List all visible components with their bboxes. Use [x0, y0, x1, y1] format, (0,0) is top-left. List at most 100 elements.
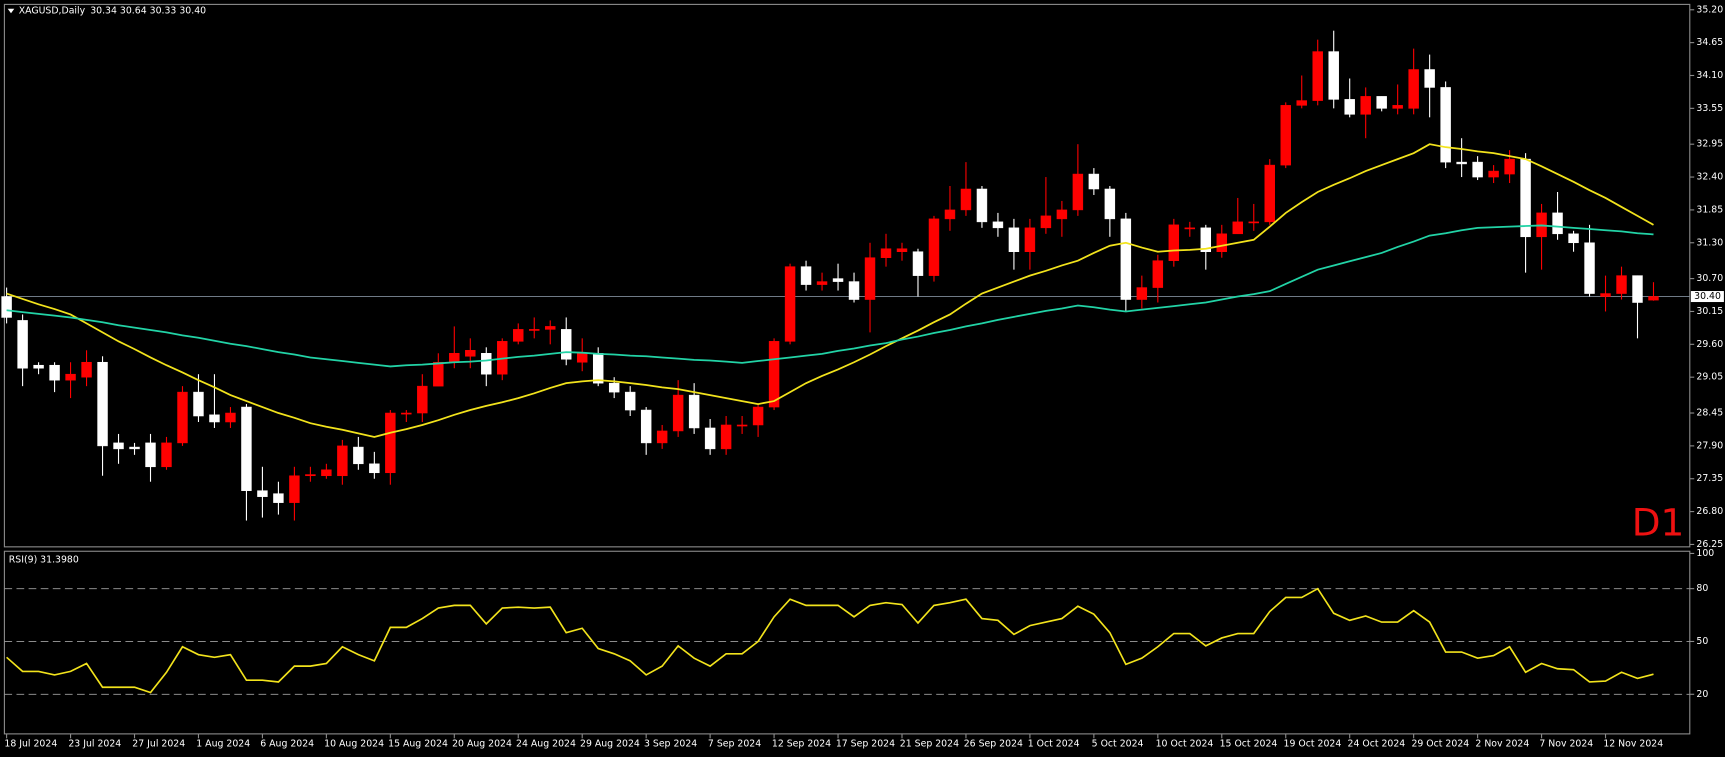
y-tick-label: 100 — [1696, 548, 1714, 559]
candle-body — [65, 373, 76, 381]
candle-body — [1360, 96, 1371, 115]
menu-arrow[interactable] — [7, 8, 15, 14]
candle-body — [1616, 275, 1627, 294]
x-tick-label: 15 Oct 2024 — [1220, 738, 1278, 749]
candle-body — [33, 364, 44, 369]
x-tick-label: 15 Aug 2024 — [388, 738, 448, 749]
y-tick-label: 31.85 — [1696, 204, 1723, 215]
candle-body — [800, 266, 812, 285]
x-tick-label: 6 Aug 2024 — [260, 738, 314, 749]
candle-body — [1472, 161, 1483, 178]
y-tick-label: 34.10 — [1696, 70, 1723, 81]
candle-body — [529, 329, 540, 331]
x-tick-label: 27 Jul 2024 — [132, 738, 185, 749]
candle-body — [513, 329, 524, 342]
x-tick-label: 1 Oct 2024 — [1028, 738, 1080, 749]
candle-body — [704, 427, 716, 450]
moving-average — [6, 143, 1654, 438]
candle-body — [241, 406, 252, 491]
candle-body — [720, 424, 732, 450]
candle-body — [1488, 170, 1499, 178]
x-tick-label: 29 Oct 2024 — [1411, 738, 1469, 749]
current-price-box — [1690, 291, 1724, 303]
candle-body — [768, 341, 780, 408]
candle-body — [736, 424, 748, 427]
candle-body — [992, 221, 1004, 229]
candle-body — [832, 278, 844, 282]
candle-body — [1552, 212, 1563, 235]
x-tick-label: 1 Aug 2024 — [196, 738, 250, 749]
y-tick-label: 34.65 — [1696, 37, 1723, 48]
candle-body — [656, 430, 668, 444]
candle-body — [209, 414, 220, 423]
candle-body — [1296, 100, 1307, 106]
candle-body — [1440, 87, 1451, 163]
candle-body — [848, 281, 860, 300]
y-tick-label: 31.30 — [1696, 237, 1723, 248]
candle-body — [1344, 99, 1355, 115]
symbol-title: XAGUSD,Daily — [19, 6, 86, 17]
y-tick-label: 30.15 — [1696, 306, 1723, 317]
candle-body — [417, 385, 428, 414]
candle-body — [1632, 275, 1643, 303]
candle-body — [960, 188, 972, 211]
x-tick-label: 10 Aug 2024 — [324, 738, 384, 749]
candle-body — [976, 188, 988, 223]
x-tick-label: 7 Sep 2024 — [708, 738, 761, 749]
y-tick-label: 35.20 — [1696, 4, 1723, 15]
y-tick-label: 27.90 — [1696, 440, 1723, 451]
candle-body — [1328, 51, 1339, 100]
y-tick-label: 20 — [1696, 689, 1708, 700]
candle-body — [177, 391, 188, 444]
candle-body — [640, 409, 652, 444]
candle-body — [1200, 227, 1212, 253]
candle-body — [1264, 164, 1275, 223]
x-tick-label: 26 Sep 2024 — [964, 738, 1023, 749]
candle-body — [896, 248, 908, 253]
y-tick-label: 50 — [1696, 636, 1708, 647]
candle-body — [1376, 96, 1387, 109]
candle-body — [1568, 233, 1579, 244]
candle-body — [353, 446, 364, 465]
candle-body — [912, 251, 924, 276]
candle-body — [1232, 221, 1243, 235]
candle-body — [145, 442, 156, 468]
candle-body — [465, 350, 476, 357]
candle-body — [337, 445, 348, 477]
candle-body — [369, 463, 380, 474]
candle-body — [545, 326, 556, 330]
candle-body — [784, 266, 796, 342]
x-tick-label: 19 Oct 2024 — [1284, 738, 1342, 749]
rsi-panel — [3, 550, 1691, 735]
candle-body — [608, 382, 620, 393]
x-tick-label: 24 Oct 2024 — [1347, 738, 1405, 749]
candle-body — [576, 353, 588, 363]
candle-body — [193, 391, 204, 417]
x-tick-label: 5 Oct 2024 — [1092, 738, 1144, 749]
candle-body — [1136, 287, 1148, 300]
candle-body — [1, 296, 12, 318]
candle-body — [129, 446, 140, 450]
candle-body — [1184, 227, 1196, 230]
candle-body — [385, 412, 396, 474]
price-panel — [3, 3, 1691, 548]
candle-body — [321, 469, 332, 477]
candle-body — [1392, 105, 1403, 109]
x-tick-label: 23 Jul 2024 — [68, 738, 121, 749]
candle-body — [1248, 221, 1259, 224]
y-tick-label: 29.60 — [1696, 339, 1723, 350]
candle-body — [1088, 173, 1100, 190]
candle-body — [1456, 161, 1467, 165]
x-tick-label: 10 Oct 2024 — [1156, 738, 1214, 749]
y-tick-label: 27.35 — [1696, 473, 1723, 484]
candle-body — [816, 281, 828, 285]
candle-body — [289, 475, 300, 503]
x-tick-label: 12 Sep 2024 — [772, 738, 831, 749]
ohlc-text: 30.34 30.64 30.33 30.40 — [90, 6, 206, 17]
candle-body — [1056, 209, 1068, 220]
candle-body — [1216, 233, 1228, 253]
y-tick-label: 32.95 — [1696, 139, 1723, 150]
moving-average — [6, 224, 1654, 368]
candle-body — [113, 442, 124, 450]
